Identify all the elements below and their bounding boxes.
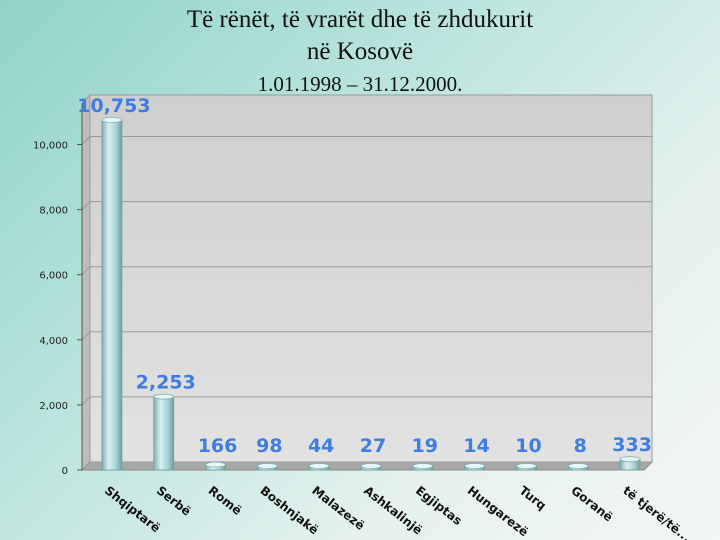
plot-area [80,93,654,472]
bar-cap [257,463,278,469]
bar [464,463,486,471]
bar-cap [101,117,123,123]
gridline-diag [81,266,91,276]
bar [412,463,434,471]
bar-cap [464,463,485,469]
bar-body [101,119,123,471]
category-label: të tjerë/të... [620,483,693,540]
bar-cap [619,456,641,462]
y-tick-label: 4,000 [39,336,68,347]
bar [360,463,382,471]
bar-cap [412,463,434,469]
y-tick-label: 10,000 [33,141,68,152]
category-label: Goranë [568,483,615,524]
bar-cap [567,463,589,469]
bar [516,463,537,471]
data-label: 98 [256,435,282,457]
bar [205,461,226,471]
bar-cap [360,463,382,469]
data-label: 333 [612,434,652,456]
gridline-diag [81,461,91,471]
data-labels: 10,753 2,253 166 98 44 27 19 14 10 8 333 [77,95,652,457]
category-label: Turq [517,483,549,512]
y-tick-label: 6,000 [39,271,68,282]
chart-title-line-2: në Kosovë [306,38,414,65]
category-label: Shqiptarë [102,483,163,535]
bar-cap [205,461,226,468]
data-label: 8 [574,435,587,457]
gridline-diag [81,136,91,145]
data-label: 166 [198,435,238,457]
data-label: 19 [412,435,438,457]
category-label: Egjiptas [413,483,465,528]
y-axis-ticks: 0 2,000 4,000 6,000 8,000 10,000 [33,103,83,477]
category-label: Serbë [154,483,194,518]
bar-cap [153,393,175,400]
y-tick-label: 0 [62,466,68,477]
bar [256,463,278,471]
data-label: 14 [463,435,489,457]
data-label: 44 [308,435,334,457]
data-label: 10,753 [77,95,150,117]
bar [619,456,641,471]
bar [308,463,330,471]
plot-side-wall [81,93,91,472]
bar [153,393,175,471]
y-tick-label: 2,000 [39,401,68,412]
y-tick-label: 8,000 [39,206,68,217]
bar [101,117,123,471]
bar-cap [308,463,330,469]
bars [101,117,641,471]
data-label: 2,253 [136,372,196,394]
gridline-diag [81,201,91,210]
chart-date-range: 1.01.1998 – 31.12.2000. [257,72,463,96]
data-label: 27 [360,435,386,457]
data-label: 10 [515,435,541,457]
gridline-diag [81,396,91,406]
gridline-diag [81,331,91,341]
bar-cap [516,463,537,469]
gridlines [81,136,652,471]
category-label: Romë [206,483,245,518]
plot-back-wall [89,94,653,463]
chart-title-line-1: Të rënët, të vrarët dhe të zhdukurit [186,6,534,33]
bar [567,463,589,471]
bar-body [153,396,175,471]
